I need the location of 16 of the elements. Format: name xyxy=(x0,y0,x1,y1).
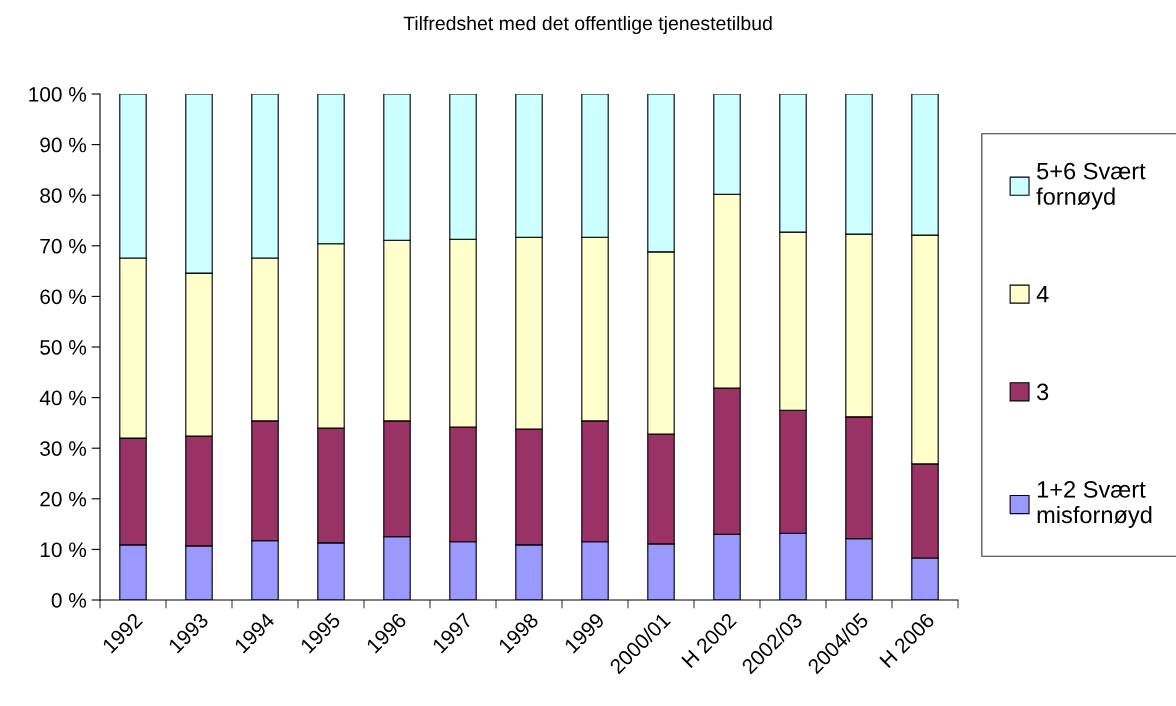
legend-label: 4 xyxy=(1036,286,1049,303)
y-tick-label: 40 % xyxy=(39,390,87,406)
legend-label: 3 xyxy=(1037,383,1049,401)
chart-title: Tilfredshet med det offentlige tjenestetilbud xyxy=(403,15,772,35)
y-tick-label: 100 % xyxy=(29,87,87,102)
y-tick-label: 20 % xyxy=(40,491,87,507)
legend-label: 1+2 Svært misfornøyd xyxy=(1037,481,1152,528)
y-tick-label: 60 % xyxy=(40,289,87,305)
y-tick-label: 30 % xyxy=(40,441,87,456)
y-tick-label: 80 % xyxy=(40,188,87,203)
y-tick-label: 10 % xyxy=(40,542,87,558)
y-tick-label: 90 % xyxy=(40,137,87,153)
y-tick-label: 0 % xyxy=(51,593,87,608)
legend-label: 5+6 Svært fornøyd xyxy=(1036,162,1146,210)
y-tick-label: 50 % xyxy=(40,340,87,355)
y-tick-label: 70 % xyxy=(40,238,87,254)
